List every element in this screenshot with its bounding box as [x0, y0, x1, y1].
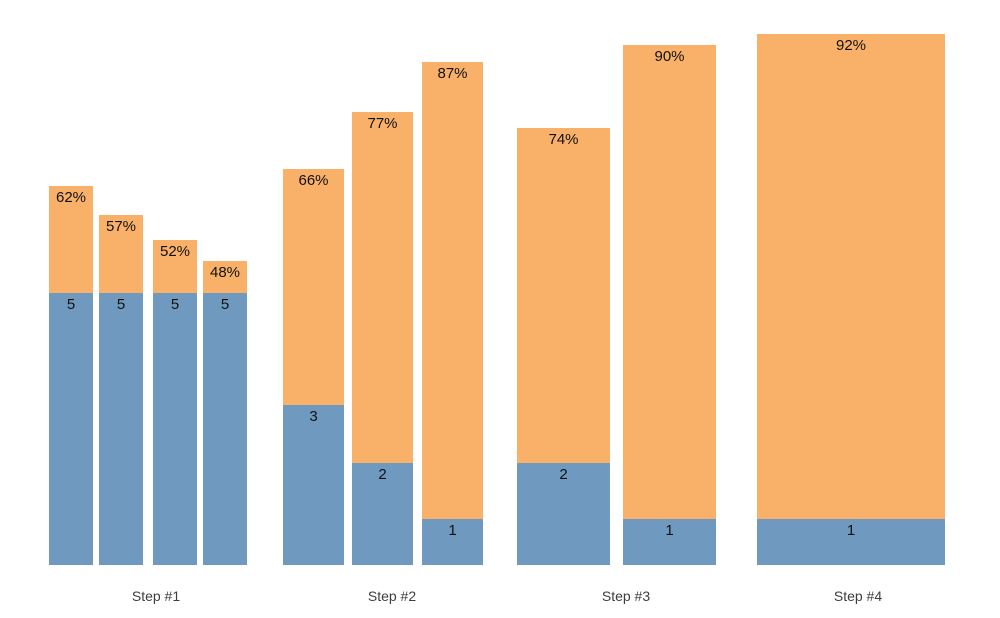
bottom-segment: 5	[153, 293, 197, 565]
percent-label: 66%	[298, 172, 329, 189]
bottom-segment: 5	[203, 293, 247, 565]
bottom-segment: 2	[517, 463, 610, 565]
count-label: 1	[665, 522, 674, 539]
bottom-segment: 3	[283, 405, 344, 565]
percent-label: 52%	[159, 243, 191, 260]
bar-step1-4: 48% 5	[203, 261, 247, 565]
percent-label: 90%	[654, 48, 685, 65]
bottom-segment: 1	[623, 519, 716, 565]
count-label: 2	[378, 466, 387, 483]
axis-label-step-1: Step #1	[131, 588, 181, 604]
bar-step1-2: 57% 5	[99, 215, 143, 565]
percent-label: 74%	[548, 131, 579, 148]
percent-label: 48%	[209, 264, 241, 281]
count-label: 5	[170, 296, 180, 313]
bar-step2-1: 66% 3	[283, 169, 344, 565]
count-label: 5	[116, 296, 126, 313]
axis-label-step-2: Step #2	[367, 588, 417, 604]
bar-step2-2: 77% 2	[352, 112, 413, 565]
bar-step1-3: 52% 5	[153, 240, 197, 565]
percent-label: 77%	[367, 115, 398, 132]
bar-step3-1: 74% 2	[517, 128, 610, 565]
bottom-segment: 5	[49, 293, 93, 565]
percent-label: 92%	[835, 37, 867, 54]
count-label: 1	[448, 522, 457, 539]
bar-step1-1: 62% 5	[49, 186, 93, 565]
axis-label-step-3: Step #3	[601, 588, 651, 604]
bottom-segment: 1	[757, 519, 945, 565]
bottom-segment: 2	[352, 463, 413, 565]
count-label: 5	[220, 296, 230, 313]
bar-step4-1: 92% 1	[757, 34, 945, 565]
axis-label-step-4: Step #4	[833, 588, 883, 604]
bar-step3-2: 90% 1	[623, 45, 716, 565]
count-label: 5	[66, 296, 76, 313]
percent-label: 87%	[437, 65, 468, 82]
bottom-segment: 5	[99, 293, 143, 565]
percent-label: 62%	[55, 189, 87, 206]
count-label: 2	[559, 466, 568, 483]
percent-label: 57%	[105, 218, 137, 235]
bar-step2-3: 87% 1	[422, 62, 483, 565]
bottom-segment: 1	[422, 519, 483, 565]
count-label: 3	[309, 408, 318, 425]
count-label: 1	[846, 522, 856, 539]
